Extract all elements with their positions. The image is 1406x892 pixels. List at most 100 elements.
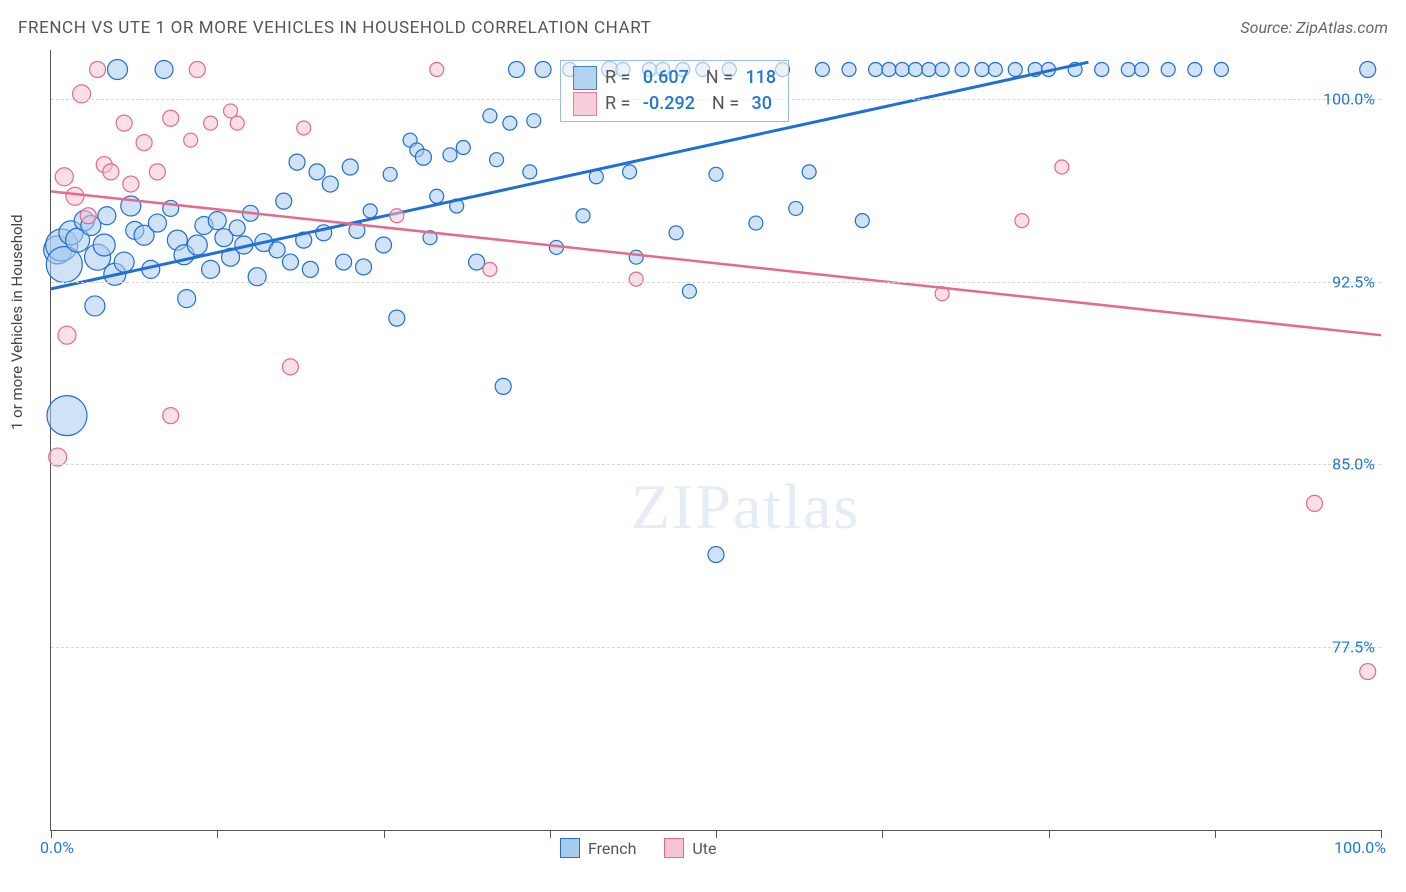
data-point (108, 60, 128, 80)
data-point (342, 159, 358, 175)
data-point (483, 109, 497, 123)
data-point (882, 63, 896, 77)
bottom-legend-item: French (560, 838, 636, 858)
data-point (975, 63, 989, 77)
data-point (282, 359, 298, 375)
legend-swatch (573, 92, 597, 116)
data-point (535, 62, 551, 78)
data-point (709, 167, 723, 181)
correlation-legend: R = 0.607 N = 118R = -0.292 N = 30 (560, 60, 789, 122)
data-point (490, 153, 504, 167)
data-point (90, 62, 106, 78)
data-point (389, 310, 405, 326)
data-point (189, 62, 205, 78)
data-point (682, 284, 696, 298)
source-label: Source: ZipAtlas.com (1240, 18, 1388, 37)
data-point (85, 296, 105, 316)
data-point (1135, 63, 1149, 77)
x-tick (51, 830, 52, 838)
data-point (47, 396, 87, 436)
legend-swatch (573, 66, 597, 90)
x-axis-end-label: 100.0% (1334, 838, 1386, 857)
data-point (629, 272, 643, 286)
data-point (1360, 664, 1376, 680)
data-point (708, 547, 724, 563)
data-point (383, 167, 397, 181)
x-tick (217, 830, 218, 838)
data-point (178, 290, 196, 308)
data-point (527, 114, 541, 128)
data-point (922, 63, 936, 77)
legend-r-value: -0.292 (643, 91, 695, 117)
x-tick (1049, 830, 1050, 838)
scatter-svg (51, 50, 1381, 830)
data-point (576, 209, 590, 223)
data-point (909, 63, 923, 77)
data-point (415, 149, 431, 165)
data-point (208, 212, 226, 230)
data-point (523, 165, 537, 179)
data-point (1188, 63, 1202, 77)
data-point (230, 116, 244, 130)
data-point (895, 63, 909, 77)
legend-row: R = -0.292 N = 30 (573, 91, 776, 117)
data-point (815, 63, 829, 77)
data-point (66, 187, 84, 205)
data-point (336, 254, 352, 270)
data-point (282, 254, 298, 270)
y-axis-label: 1 or more Vehicles in Household (8, 214, 26, 430)
y-tick-label: 85.0% (1332, 455, 1375, 474)
data-point (842, 63, 856, 77)
data-point (297, 121, 311, 135)
data-point (1360, 62, 1376, 78)
data-point (869, 63, 883, 77)
data-point (103, 164, 119, 180)
data-point (289, 154, 305, 170)
data-point (503, 116, 517, 130)
series-legend: French Ute (560, 838, 717, 858)
bottom-legend-item: Ute (664, 838, 716, 858)
data-point (276, 193, 292, 209)
data-point (184, 133, 198, 147)
data-point (1214, 63, 1228, 77)
legend-r-label: R = (605, 91, 635, 117)
gridline (51, 282, 1381, 283)
data-point (935, 63, 949, 77)
data-point (456, 141, 470, 155)
x-tick (384, 830, 385, 838)
legend-n-value: 118 (745, 65, 776, 91)
data-point (629, 250, 643, 264)
data-point (163, 110, 179, 126)
data-point (1161, 63, 1175, 77)
data-point (149, 164, 165, 180)
data-point (356, 259, 372, 275)
data-point (248, 268, 266, 286)
legend-swatch (560, 838, 580, 858)
data-point (229, 220, 245, 236)
legend-series-label: French (588, 839, 636, 858)
data-point (116, 115, 132, 131)
data-point (202, 260, 220, 278)
data-point (204, 116, 218, 130)
chart-title: FRENCH VS UTE 1 OR MORE VEHICLES IN HOUS… (18, 18, 651, 38)
legend-row: R = 0.607 N = 118 (573, 65, 776, 91)
data-point (443, 148, 457, 162)
data-point (98, 207, 116, 225)
x-tick (1381, 830, 1382, 838)
data-point (483, 262, 497, 276)
data-point (1121, 63, 1135, 77)
x-tick (882, 830, 883, 838)
data-point (749, 216, 763, 230)
data-point (163, 408, 179, 424)
data-point (376, 237, 392, 253)
legend-swatch (664, 838, 684, 858)
data-point (430, 189, 444, 203)
gridline (51, 464, 1381, 465)
data-point (495, 378, 511, 394)
data-point (49, 448, 67, 466)
data-point (789, 201, 803, 215)
data-point (123, 176, 139, 192)
data-point (58, 326, 76, 344)
data-point (148, 214, 166, 232)
data-point (73, 85, 91, 103)
